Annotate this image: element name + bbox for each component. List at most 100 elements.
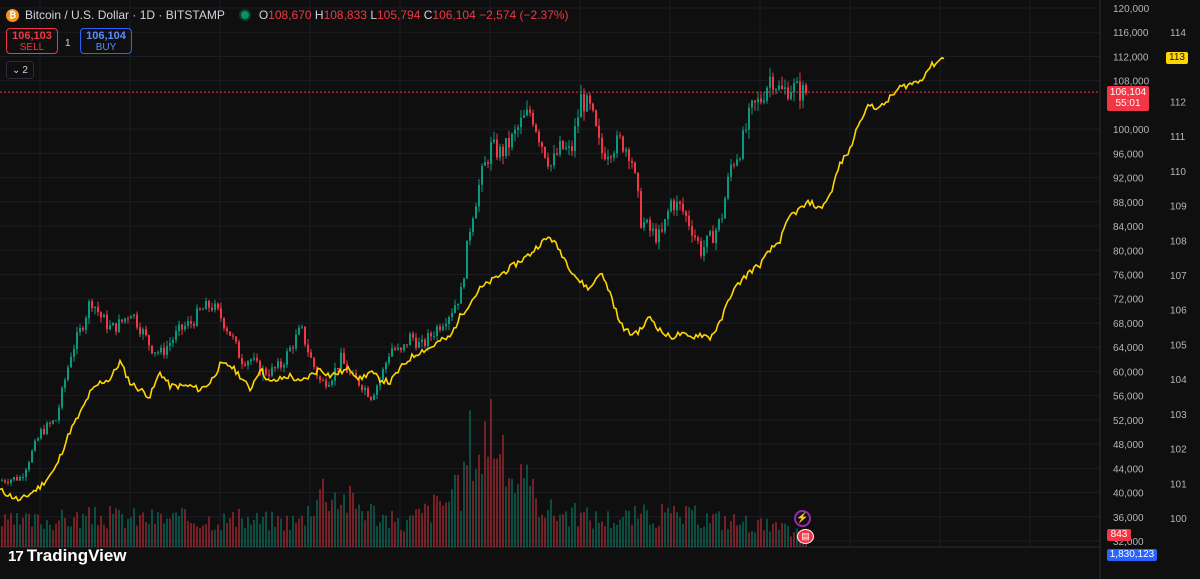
- volume-bar: [172, 512, 174, 547]
- volume-bar: [34, 513, 36, 547]
- candle-body: [679, 201, 681, 204]
- candle-body: [217, 303, 219, 309]
- candle-body: [355, 373, 357, 379]
- volume-bar: [571, 507, 573, 547]
- volume-bar: [418, 508, 420, 547]
- candle-body: [328, 384, 330, 387]
- candle-body: [82, 327, 84, 330]
- price-tick-label: 56,000: [1113, 392, 1144, 403]
- candle-body: [475, 206, 477, 219]
- candle-body: [646, 219, 648, 223]
- countdown-value: 55:01: [1115, 98, 1141, 109]
- candle-body: [433, 336, 435, 338]
- volume-bar: [13, 524, 15, 547]
- volume-bar: [370, 503, 372, 547]
- volume-bar: [643, 504, 645, 547]
- candle-body: [124, 318, 126, 322]
- candle-body: [106, 314, 108, 330]
- volume-bar: [253, 519, 255, 547]
- volume-bar: [130, 517, 132, 547]
- us-flag-icon[interactable]: ▤: [797, 529, 814, 544]
- candle-body: [235, 336, 237, 342]
- candle-body: [115, 323, 117, 332]
- candle-body: [520, 117, 522, 128]
- volume-bar: [160, 513, 162, 547]
- volume-bar: [184, 509, 186, 547]
- symbol-title[interactable]: Bitcoin / U.S. Dollar · 1D · BITSTAMP: [25, 8, 225, 22]
- candle-body: [436, 326, 438, 337]
- candle-body: [586, 95, 588, 112]
- volume-bar: [223, 513, 225, 547]
- chevron-down-icon: ⌄: [12, 64, 21, 76]
- indicators-toggle-button[interactable]: ⌄ 2: [6, 61, 34, 79]
- volume-bar: [397, 518, 399, 547]
- volume-bar: [355, 508, 357, 547]
- tradingview-logo[interactable]: 17 TradingView: [8, 546, 127, 566]
- sell-button[interactable]: 106,103 SELL: [6, 28, 58, 54]
- volume-bar: [649, 524, 651, 547]
- candle-body: [1, 480, 3, 482]
- candle-body: [658, 229, 660, 243]
- volume-bar: [529, 485, 531, 547]
- candle-body: [118, 319, 120, 332]
- volume-bar: [136, 525, 138, 547]
- volume-bar: [442, 505, 444, 547]
- volume-bar: [688, 507, 690, 547]
- right-tick-label: 106: [1170, 306, 1187, 317]
- volume-bar: [331, 499, 333, 547]
- right-axis[interactable]: 114 112 111 110 109 108 107 106 105 104 103 102 101 1…: [1170, 28, 1187, 525]
- volume-bar: [61, 509, 63, 547]
- volume-bar: [490, 399, 492, 547]
- candle-body: [307, 344, 309, 353]
- candle-body: [67, 367, 69, 380]
- candle-body: [688, 215, 690, 227]
- candle-body: [802, 84, 804, 101]
- spread-value: 1: [65, 38, 71, 49]
- candle-body: [343, 352, 345, 364]
- volume-bar: [592, 528, 594, 547]
- volume-bar: [145, 522, 147, 547]
- candle-body: [760, 98, 762, 103]
- candlestick-series: [1, 67, 807, 487]
- volume-bar: [406, 520, 408, 547]
- volume-bar: [277, 515, 279, 547]
- candle-body: [601, 137, 603, 154]
- candle-body: [733, 164, 735, 166]
- close-label: C: [423, 8, 433, 22]
- candle-body: [421, 339, 423, 343]
- volume-bar: [517, 484, 519, 547]
- candle-body: [97, 306, 99, 313]
- candle-body: [775, 89, 777, 91]
- volume-bar: [460, 510, 462, 547]
- volume-bar: [637, 518, 639, 547]
- candle-body: [745, 129, 747, 131]
- volume-bar: [478, 454, 480, 547]
- volume-bar: [244, 527, 246, 547]
- volume-bar: [43, 528, 45, 547]
- volume-bar: [4, 514, 6, 547]
- lightning-icon[interactable]: ⚡: [794, 510, 811, 527]
- candle-body: [229, 331, 231, 336]
- volume-bar: [103, 524, 105, 547]
- buy-button[interactable]: 106,104 BUY: [80, 28, 132, 54]
- candle-body: [496, 139, 498, 158]
- price-axis[interactable]: 120,000 116,000 112,000 108,000 100,000 96,00…: [1113, 4, 1150, 548]
- candle-body: [301, 326, 303, 328]
- volume-bar: [352, 492, 354, 547]
- candle-body: [31, 450, 33, 463]
- volume-bar: [241, 518, 243, 547]
- candle-body: [562, 140, 564, 149]
- volume-bar: [760, 518, 762, 547]
- volume-bar: [601, 521, 603, 547]
- symbol-header[interactable]: ₿ Bitcoin / U.S. Dollar · 1D · BITSTAMP …: [6, 8, 569, 22]
- market-status-dot-icon[interactable]: [240, 11, 249, 19]
- volume-bar: [457, 474, 459, 547]
- candle-body: [10, 479, 12, 484]
- price-tick-label: 96,000: [1113, 149, 1144, 160]
- grid-lines: [0, 0, 1101, 579]
- candle-body: [637, 172, 639, 192]
- volume-bar: [448, 501, 450, 547]
- volume-bar: [322, 478, 324, 547]
- volume-bar: [190, 523, 192, 547]
